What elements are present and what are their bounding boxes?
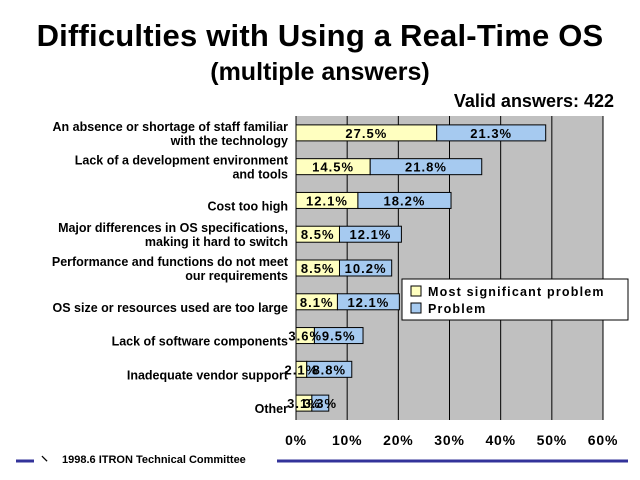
bar-problem <box>311 394 330 412</box>
data-label-most-significant: 14.5% <box>312 160 354 175</box>
x-tick-label: 30% <box>434 432 464 448</box>
bar-problem <box>338 259 393 277</box>
category-label: Other <box>255 402 288 416</box>
category-label: An absence or shortage of staff familiar <box>53 120 289 134</box>
category-label: Inadequate vendor support <box>127 368 289 382</box>
data-label-most-significant: 12.1% <box>306 193 348 208</box>
bar-problem <box>338 225 402 243</box>
bar-problem <box>313 327 364 345</box>
x-tick-label: 20% <box>383 432 413 448</box>
legend-swatch-most-significant <box>410 285 422 297</box>
category-label: Lack of software components <box>112 335 288 349</box>
data-label-most-significant: 8.5% <box>301 261 335 276</box>
data-label-most-significant: 3.1% <box>287 396 321 411</box>
x-tick-label: 40% <box>485 432 515 448</box>
bar-problem <box>306 360 353 378</box>
x-tick-label: 0% <box>285 432 307 448</box>
category-label: Performance and functions do not meet <box>52 255 289 269</box>
data-label-problem: 21.3% <box>470 126 512 141</box>
bar-problem <box>436 124 547 142</box>
category-label: Lack of a development environment <box>75 154 289 168</box>
data-label-problem: 9.5% <box>322 329 356 344</box>
data-label-problem: 3.3% <box>303 396 337 411</box>
footer-text: 1998.6 ITRON Technical Committee <box>62 454 246 466</box>
category-label: our requirements <box>185 269 288 283</box>
data-label-problem: 12.1% <box>350 227 392 242</box>
data-label-most-significant: 27.5% <box>345 126 387 141</box>
itron-logo-icon: ⸌ <box>41 454 48 470</box>
data-label-most-significant: 2.1% <box>285 362 319 377</box>
data-label-problem: 21.8% <box>405 160 447 175</box>
x-tick-label: 60% <box>588 432 618 448</box>
chart-subtitle: (multiple answers) <box>210 58 430 86</box>
data-label-most-significant: 3.6% <box>288 329 322 344</box>
x-tick-label: 10% <box>332 432 362 448</box>
data-label-problem: 10.2% <box>345 261 387 276</box>
category-label: making it hard to switch <box>145 235 288 249</box>
data-label-most-significant: 8.5% <box>301 227 335 242</box>
data-label-most-significant: 8.1% <box>300 295 334 310</box>
bar-problem <box>336 293 400 311</box>
category-label: OS size or resources used are too large <box>52 301 288 315</box>
legend-label-most-significant: Most significant problem <box>428 285 605 299</box>
data-label-problem: 12.1% <box>347 295 389 310</box>
bar-problem <box>357 191 452 209</box>
valid-answers-count: Valid answers: 422 <box>453 91 614 111</box>
category-label: with the technology <box>170 134 288 148</box>
x-tick-label: 50% <box>537 432 567 448</box>
data-label-problem: 8.8% <box>312 362 346 377</box>
legend-box <box>401 278 629 321</box>
legend-label-problem: Problem <box>428 302 486 316</box>
bar-problem <box>369 158 483 176</box>
chart-title: Difficulties with Using a Real-Time OS <box>36 18 604 53</box>
category-label: Major differences in OS specifications, <box>58 221 288 235</box>
category-label: Cost too high <box>207 199 288 213</box>
legend-swatch-problem <box>410 302 422 314</box>
category-label: and tools <box>232 168 288 182</box>
data-label-problem: 18.2% <box>384 193 426 208</box>
